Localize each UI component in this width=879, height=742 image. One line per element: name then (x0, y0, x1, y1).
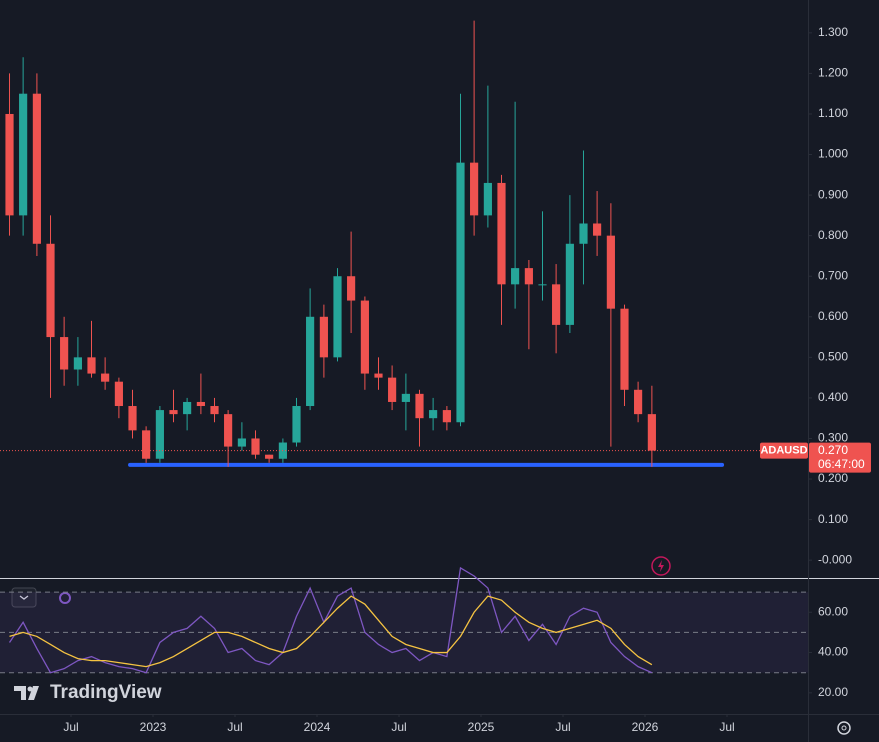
candle-body (538, 284, 547, 286)
alert-circle[interactable] (651, 556, 671, 576)
symbol-label: ADAUSD (760, 445, 807, 457)
x-tick-label: 2023 (140, 720, 167, 734)
y-tick-label: 1.000 (818, 147, 848, 161)
candle-body (360, 300, 369, 374)
y-tick-label: 0.900 (818, 187, 848, 201)
y-tick-label: 20.00 (818, 685, 848, 699)
candle-body (456, 162, 465, 423)
candle-body (442, 410, 451, 423)
candle-body (593, 223, 602, 236)
candle-body (333, 276, 342, 358)
brand-name: TradingView (50, 682, 162, 703)
candle-body (265, 454, 274, 459)
candle-body (60, 337, 69, 370)
candle-body (237, 438, 246, 447)
candle-body (73, 357, 82, 370)
candle-body (606, 235, 615, 309)
candle-body (169, 410, 178, 415)
x-tick-label: 2024 (304, 720, 331, 734)
candle-body (128, 406, 137, 431)
candle-body (292, 406, 301, 443)
x-tick-label: Jul (227, 720, 242, 734)
y-tick-label: 0.200 (818, 471, 848, 485)
candle-body (306, 316, 315, 407)
candle-body (524, 268, 533, 285)
candle-body (32, 93, 41, 244)
rsi-line (8, 566, 653, 674)
candle-body (374, 373, 383, 378)
candle-body (142, 430, 151, 459)
y-tick-label: 1.100 (818, 106, 848, 120)
x-tick-label: Jul (63, 720, 78, 734)
candle-body (579, 223, 588, 244)
candle-body (401, 393, 410, 402)
candle-body (470, 162, 479, 216)
y-tick-label: 0.300 (818, 431, 848, 445)
candle-body (196, 401, 205, 407)
candle-body (634, 389, 643, 415)
y-tick-label: 0.500 (818, 350, 848, 364)
logo-dot (27, 686, 33, 692)
y-tick-label: 0.100 (818, 512, 848, 526)
candle-body (251, 438, 260, 455)
candle-body (114, 381, 123, 407)
y-tick-label: 0.800 (818, 228, 848, 242)
rsi-band (0, 592, 808, 673)
x-tick-label: Jul (555, 720, 570, 734)
logo-mark (14, 686, 39, 700)
y-tick-label: -0.000 (818, 552, 852, 566)
candle-body (46, 243, 55, 338)
candle-body (5, 113, 14, 216)
indicator-icon[interactable] (59, 592, 71, 604)
y-tick-label: 60.00 (818, 604, 848, 618)
candle-body (210, 406, 219, 415)
y-tick-label: 0.400 (818, 390, 848, 404)
x-tick-label: Jul (391, 720, 406, 734)
candle-body (429, 410, 438, 419)
candle-body (19, 93, 28, 216)
x-tick-label: 2025 (468, 720, 495, 734)
candle-body (87, 357, 96, 374)
symbol-tag (760, 442, 808, 459)
gear-hub (841, 725, 847, 731)
last-price-label: 0.270 (818, 443, 848, 457)
candle-body (388, 377, 397, 402)
candle-body (511, 268, 520, 285)
candle-body (620, 308, 629, 390)
alert-icon[interactable] (651, 556, 671, 576)
indicator-toggle[interactable] (11, 587, 37, 608)
candle-body (224, 414, 233, 447)
candle-body (319, 316, 328, 358)
candle-body (497, 182, 506, 285)
candle-body (155, 410, 164, 459)
x-tick-label: 2026 (632, 720, 659, 734)
candle-body (483, 182, 492, 216)
candle-body (552, 284, 561, 325)
settings-icon[interactable] (837, 721, 851, 735)
y-tick-label: 1.200 (818, 66, 848, 80)
price-tag (809, 442, 871, 473)
y-tick-label: 0.600 (818, 309, 848, 323)
candle-body (647, 414, 656, 451)
brand-logo[interactable]: TradingView (14, 682, 162, 703)
y-tick-label: 1.300 (818, 25, 848, 39)
rsi-line (9, 595, 653, 668)
toggle-button[interactable] (11, 587, 37, 608)
bolt (658, 560, 664, 572)
x-tick-label: Jul (719, 720, 734, 734)
candle-body (565, 243, 574, 325)
candle-body (183, 401, 192, 415)
y-tick-label: 0.700 (818, 268, 848, 282)
candle-body (347, 276, 356, 301)
y-tick-label: 40.00 (818, 645, 848, 659)
countdown: 06:47:00 (818, 457, 865, 471)
gear[interactable] (837, 721, 851, 735)
candle-body (101, 373, 110, 382)
chevron-icon (19, 595, 29, 600)
candle-body (415, 393, 424, 419)
